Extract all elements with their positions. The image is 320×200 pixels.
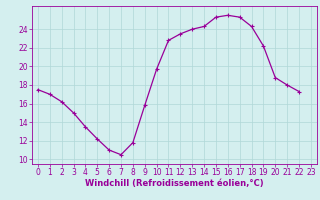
X-axis label: Windchill (Refroidissement éolien,°C): Windchill (Refroidissement éolien,°C) (85, 179, 264, 188)
